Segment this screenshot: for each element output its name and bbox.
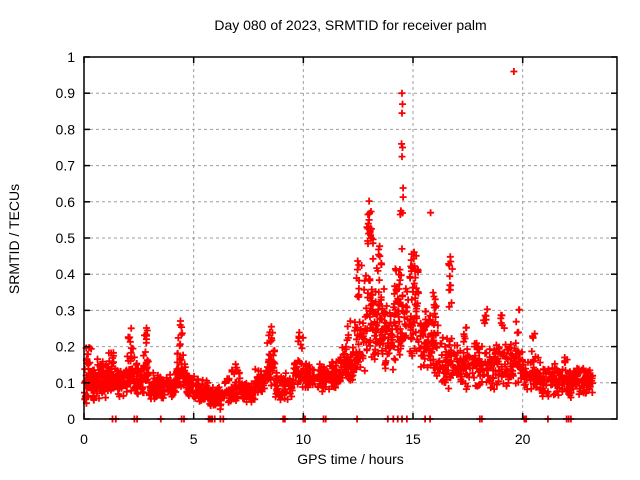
y-tick-label: 0.4 (56, 266, 76, 282)
y-tick-label: 0.9 (56, 85, 76, 101)
scatter-points (81, 68, 597, 423)
y-tick-label: 0.8 (56, 121, 76, 137)
y-tick-label: 0.3 (56, 302, 76, 318)
x-tick-label: 15 (405, 431, 421, 447)
y-tick-label: 0.2 (56, 339, 76, 355)
y-tick-label: 0.7 (56, 158, 76, 174)
x-tick-label: 0 (80, 431, 88, 447)
x-tick-label: 20 (515, 431, 531, 447)
y-tick-label: 1 (67, 49, 75, 65)
x-tick-label: 5 (190, 431, 198, 447)
y-axis-label: SRMTID / TECUs (6, 183, 22, 295)
y-tick-label: 0.1 (56, 375, 76, 391)
chart-title: Day 080 of 2023, SRMTID for receiver pal… (214, 17, 487, 33)
y-tick-label: 0.5 (56, 230, 76, 246)
y-tick-label: 0.6 (56, 194, 76, 210)
x-axis-label: GPS time / hours (297, 451, 404, 467)
y-tick-label: 0 (67, 411, 75, 427)
tick-labels: 0 5 10 15 20 0 0.1 0.2 0.3 0.4 0.5 0.6 0.7 0.8 0.9 1 (56, 49, 531, 447)
x-tick-label: 10 (296, 431, 312, 447)
axes (83, 56, 618, 420)
